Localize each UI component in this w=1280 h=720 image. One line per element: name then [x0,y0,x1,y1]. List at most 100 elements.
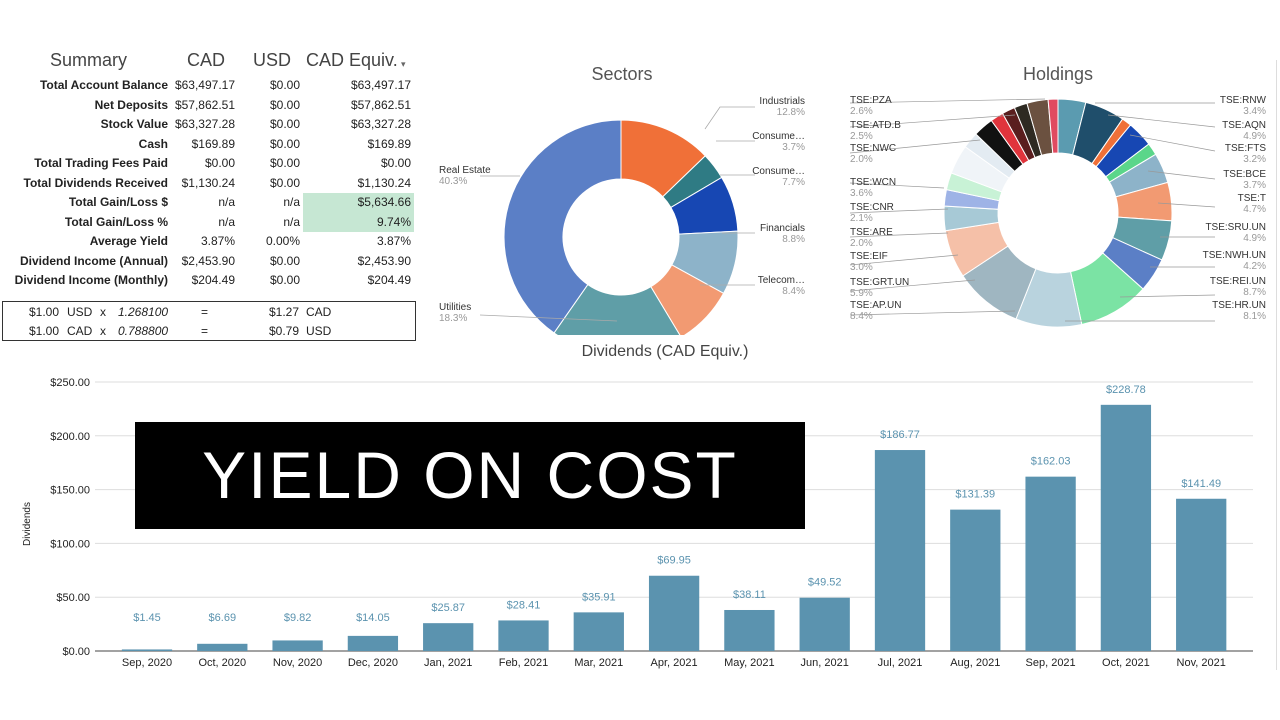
cad-header: CAD [187,50,226,70]
cad-equiv-value: $63,327.28 [350,117,411,131]
holding-label: TSE:AP.UN 8.4% [850,300,902,322]
sectors-title: Sectors [591,64,653,84]
cad-equiv-value: $57,862.51 [350,97,411,112]
row-label: Total Dividends Received [23,175,169,190]
fx-row-usd-cad: $1.00 USD x 1.268100 = $1.27 CAD [3,302,415,321]
x-tick-label: Jul, 2021 [878,657,923,669]
fx-rate[interactable]: 0.788800 [118,324,169,338]
cad-equiv-value: $63,497.17 [350,78,411,92]
cad-equiv-header[interactable]: CAD Equiv. [306,50,398,70]
x-tick-label: Nov, 2021 [1177,657,1226,669]
fx-equals: = [201,324,209,338]
usd-value: n/a [283,195,300,209]
row-label: Net Deposits [94,97,168,112]
cad-value: $2,453.90 [181,253,235,268]
summary-row: Dividend Income (Annual) $2,453.90 $0.00 $2… [0,252,420,272]
bar[interactable] [347,635,399,651]
bar-value-label: $38.11 [733,589,766,601]
fx-amount: $1.00 [29,324,60,338]
title-banner: YIELD ON COST [135,422,805,529]
bar-value-label: $6.69 [209,612,237,624]
fx-equals: = [201,305,209,319]
bar[interactable] [1100,404,1152,651]
bar-value-label: $141.49 [1181,478,1221,490]
holdings-pie [849,98,1216,328]
fx-row-cad-usd: $1.00 CAD x 0.788800 = $0.79 USD [3,321,415,340]
holding-label: TSE:NWC 2.0% [850,143,897,165]
x-tick-label: Oct, 2020 [198,657,246,669]
sectors-pie [479,106,755,335]
leader-line [849,139,981,154]
bar[interactable] [799,597,850,651]
holdings-title: Holdings [1022,64,1094,84]
holding-label: TSE:T 4.7% [1237,193,1266,215]
bar[interactable] [121,649,173,651]
cad-value: 3.87% [200,234,235,248]
sector-label-real-estate: Real Estate 40.3% [439,165,491,187]
usd-value: $0.00 [269,273,300,287]
cad-equiv-value: 3.87% [376,234,411,248]
holding-label: TSE:SRU.UN 4.9% [1205,222,1266,244]
bar-value-label: $14.05 [356,612,390,624]
leader-line [849,114,1016,128]
sectors-slices [503,119,739,335]
bar[interactable] [272,640,323,651]
sector-label-consumer-2: Consume… 7.7% [752,166,805,188]
bar[interactable] [724,609,775,651]
bar[interactable] [950,509,1001,651]
leader-line [849,208,949,214]
holding-label: TSE:ATD.B 2.5% [850,120,901,142]
sector-slice[interactable] [503,119,622,334]
x-tick-label: Aug, 2021 [950,657,1000,669]
sort-caret-icon[interactable]: ▾ [401,59,406,69]
holding-label: TSE:CNR 2.1% [850,202,894,224]
bar[interactable] [573,612,624,651]
holding-label: TSE:BCE 3.7% [1223,169,1266,191]
x-tick-label: Dec, 2020 [348,657,398,669]
summary-header-label: Summary [50,50,128,70]
sector-label-industrials: Industrials 12.8% [759,96,805,118]
bar-chart-title: Dividends (CAD Equiv.) [581,343,749,360]
leader-line [704,106,755,130]
holding-label: TSE:EIF 3.0% [850,251,888,273]
cad-value: $63,327.28 [174,117,235,131]
bar[interactable] [423,623,474,651]
holding-label: TSE:ARE 2.0% [850,227,893,249]
bar[interactable] [197,643,248,651]
fx-to: CAD [306,305,332,319]
holding-slice[interactable] [1047,98,1059,154]
holding-label: TSE:HR.UN 8.1% [1212,300,1266,322]
cad-value: $57,862.51 [174,97,235,112]
x-tick-label: Mar, 2021 [574,657,623,669]
fx-rate[interactable]: 1.268100 [118,305,169,319]
bar-value-label: $25.87 [431,602,465,614]
cad-value: n/a [218,195,235,209]
x-tick-label: May, 2021 [724,657,775,669]
gain-highlight-cell [303,193,414,213]
leader-line [1147,170,1216,180]
sector-slice[interactable] [650,264,725,335]
cad-equiv-value: $169.89 [367,136,411,151]
summary-row: Average Yield 3.87% 0.00% 3.87% [0,232,420,252]
bar-value-label: $49.52 [808,577,842,589]
bar[interactable] [1176,498,1227,651]
bar[interactable] [1025,476,1076,651]
row-label: Average Yield [89,234,168,248]
bar[interactable] [648,575,700,651]
bar-value-label: $69.95 [657,555,691,567]
usd-value: $0.00 [269,253,300,268]
holding-label: TSE:REI.UN 8.7% [1209,276,1266,298]
cad-equiv-value: $204.49 [367,273,411,287]
leader-line [1119,294,1216,298]
holding-label: TSE:FTS 3.2% [1224,143,1266,165]
fx-to: USD [306,324,332,338]
bar[interactable] [874,450,926,651]
y-axis-label: Dividends [22,502,33,546]
holding-label: TSE:RNW 3.4% [1219,95,1266,117]
x-tick-label: Feb, 2021 [499,657,549,669]
bar[interactable] [498,620,549,651]
cad-value: $169.89 [191,136,235,151]
leader-line [1157,202,1216,208]
bar-value-label: $35.91 [582,591,616,603]
x-tick-label: Oct, 2021 [1102,657,1150,669]
